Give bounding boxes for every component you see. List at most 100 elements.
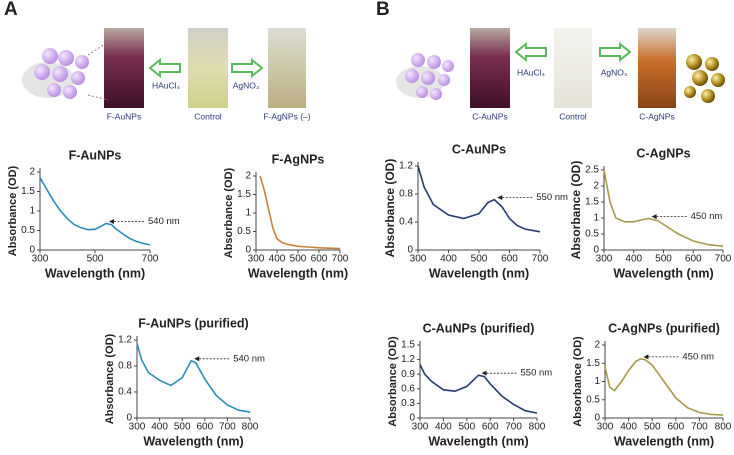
data-line: [419, 364, 538, 414]
y-tick-label: 0.4: [399, 217, 413, 228]
x-tick-label: 800: [715, 422, 732, 433]
y-tick-label: 1.5: [585, 197, 599, 208]
y-tick-label: 0.5: [21, 225, 35, 236]
y-tick-label: 0.8: [118, 361, 132, 372]
x-tick-label: 300: [410, 254, 427, 265]
x-tick-label: 500: [471, 254, 488, 265]
x-tick-label: 600: [196, 422, 213, 433]
annotation: 540 nm: [233, 353, 265, 364]
x-tick-label: 500: [644, 422, 661, 433]
y-tick-label: 0: [593, 245, 599, 256]
y-tick-label: 0: [126, 413, 132, 424]
x-tick-label: 700: [332, 254, 349, 265]
y-tick-label: 1.2: [399, 161, 413, 172]
x-axis-label: Wavelength (nm): [613, 266, 713, 280]
x-tick-label: 700: [691, 422, 708, 433]
x-tick-label: 600: [482, 422, 499, 433]
x-tick-label: 700: [532, 254, 549, 265]
x-tick-label: 500: [290, 254, 307, 265]
y-tick-label: 1.2: [401, 354, 415, 365]
x-tick-label: 700: [219, 422, 236, 433]
y-tick-label: 2.5: [585, 165, 599, 176]
y-tick-label: 1.5: [21, 186, 35, 197]
chart: C-AgNPs Wavelength (nm) Absorbance (OD) 0 0.…: [569, 146, 732, 280]
y-tick-label: 0: [29, 245, 35, 256]
x-tick-label: 500: [87, 254, 104, 265]
arrow: [514, 41, 547, 63]
chart-title: C-AuNPs: [452, 142, 506, 156]
panel-images: [22, 28, 725, 108]
y-axis-label: Absorbance (OD): [383, 159, 397, 258]
x-tick-label: 300: [32, 254, 49, 265]
annotation: 540 nm: [148, 216, 180, 227]
data-line: [259, 175, 341, 250]
image-caption: AgNO₃: [601, 67, 628, 77]
chart: F-AuNPs Wavelength (nm) Absorbance (OD) 0 0.…: [7, 148, 180, 280]
y-tick-label: 1.2: [118, 335, 132, 346]
x-tick-label: 400: [440, 254, 457, 265]
annotation: 450 nm: [691, 211, 723, 222]
arrow: [231, 57, 264, 79]
x-tick-label: 500: [655, 254, 672, 265]
y-axis-label: Absorbance (OD): [569, 161, 583, 260]
tube-photo: [268, 28, 306, 108]
image-caption: HAuCl₄: [152, 80, 181, 90]
chart-title: F-AuNPs: [69, 148, 122, 162]
annotation-arrowhead: [651, 214, 657, 220]
x-tick-label: 600: [685, 254, 702, 265]
data-line: [39, 177, 151, 246]
x-tick-label: 300: [248, 254, 265, 265]
y-tick-label: 0.5: [237, 226, 251, 237]
x-tick-label: 600: [667, 422, 684, 433]
image-caption: Control: [194, 111, 222, 121]
nanoparticles: [684, 54, 725, 103]
y-tick-label: 1.5: [401, 340, 415, 351]
y-tick-label: 0.4: [118, 387, 132, 398]
x-tick-label: 300: [129, 422, 146, 433]
image-caption: HAuCl₄: [517, 67, 546, 77]
connector: [87, 94, 109, 101]
tube-photo: [470, 28, 510, 108]
y-tick-label: 0: [594, 413, 600, 424]
image-caption: AgNO₃: [233, 80, 260, 90]
tube-photo: [638, 28, 676, 108]
x-tick-label: 400: [625, 254, 642, 265]
y-tick-label: 1: [594, 376, 600, 387]
y-tick-label: 1: [593, 213, 599, 224]
panel-label: A: [4, 0, 18, 20]
y-axis-label: Absorbance (OD): [7, 165, 19, 256]
nanoparticles: [22, 48, 89, 99]
x-axis-label: Wavelength (nm): [248, 266, 348, 280]
chart: F-AgNPs Wavelength (nm) Absorbance (OD) 0 0.…: [223, 152, 349, 280]
image-caption: C-AgNPs: [639, 111, 674, 121]
x-tick-label: 700: [505, 422, 522, 433]
x-tick-label: 800: [529, 422, 546, 433]
y-tick-label: 1: [245, 208, 251, 219]
tube-photo: [554, 28, 592, 108]
image-caption: F-AuNPs: [107, 111, 141, 121]
data-line: [603, 169, 724, 247]
y-tick-label: 2: [593, 181, 599, 192]
annotation-arrowhead: [194, 356, 200, 362]
data-line: [417, 165, 541, 233]
image-caption: F-AgNPs (–): [263, 111, 310, 121]
y-axis-label: Absorbance (OD): [223, 167, 235, 258]
annotation-arrowhead: [643, 354, 649, 360]
arrow: [599, 41, 632, 63]
x-tick-label: 600: [501, 254, 518, 265]
arrow: [148, 57, 181, 79]
x-tick-label: 500: [458, 422, 475, 433]
y-tick-label: 2: [29, 167, 35, 178]
x-tick-label: 700: [142, 254, 159, 265]
y-axis-label: Absorbance (OD): [572, 336, 584, 427]
tube-photo: [188, 28, 228, 108]
y-tick-label: 0: [407, 245, 413, 256]
y-tick-label: 0.9: [401, 369, 415, 380]
x-tick-label: 400: [620, 422, 637, 433]
annotation-arrowhead: [497, 195, 503, 201]
tube-photo: [104, 28, 144, 108]
y-tick-label: 0.8: [399, 189, 413, 200]
x-tick-label: 300: [596, 254, 613, 265]
chart-title: C-AgNPs (purified): [608, 321, 720, 335]
